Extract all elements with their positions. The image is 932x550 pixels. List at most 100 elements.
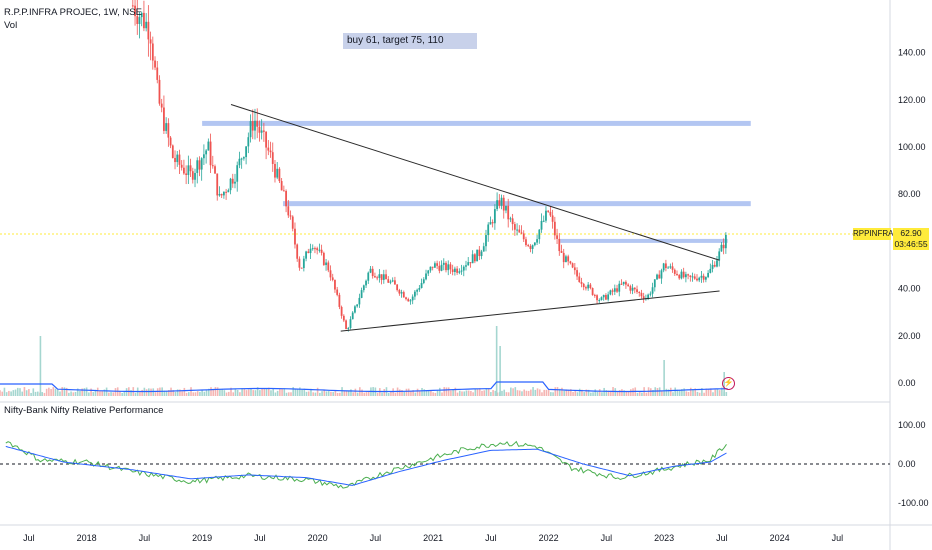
volume-bar (467, 390, 470, 396)
price-tick: 100.00 (898, 142, 926, 152)
candle-body (287, 206, 290, 216)
candle-body (489, 222, 492, 225)
volume-bar (139, 392, 141, 396)
volume-bar (16, 387, 19, 396)
candle-body (551, 215, 554, 222)
volume-bar (401, 390, 403, 396)
volume-bar (287, 392, 290, 396)
rp-series-line (5, 445, 727, 486)
candle-body (518, 229, 521, 233)
annotation-note[interactable]: buy 61, target 75, 110 (343, 33, 477, 49)
volume-bar (598, 389, 601, 396)
volume-bar (261, 388, 263, 396)
volume-bar (294, 389, 297, 396)
volume-bar (63, 387, 66, 396)
volume-bar (516, 390, 519, 396)
candle-body (414, 291, 416, 297)
volume-bar (187, 392, 190, 396)
volume-bar (512, 388, 514, 396)
candle-body (249, 121, 252, 138)
candle-body (476, 249, 479, 262)
time-tick: Jul (370, 533, 382, 543)
candle-body (300, 267, 303, 269)
candle-body (216, 173, 219, 196)
candle-body (267, 147, 270, 151)
volume-bar (319, 392, 321, 396)
candle-body (345, 320, 347, 330)
candle-body (402, 292, 405, 298)
volume-bar (239, 392, 241, 396)
volume-bar (219, 388, 221, 396)
candle-body (242, 157, 245, 159)
rp-series-line (5, 440, 727, 489)
volume-bar (534, 389, 537, 396)
time-tick: 2018 (77, 533, 97, 543)
volume-bar (605, 390, 608, 396)
volume-bar (165, 390, 168, 396)
volume-bar (199, 391, 201, 396)
volume-bar (623, 390, 625, 396)
candle-body (398, 290, 401, 294)
volume-bar (681, 389, 683, 396)
volume-bar (414, 392, 417, 396)
volume-bar (236, 390, 239, 396)
candle-body (296, 244, 299, 259)
candle-body (167, 123, 170, 138)
candle-body (427, 270, 430, 274)
rp-tick: 100.00 (898, 420, 926, 430)
candle-body (513, 224, 516, 230)
volume-bar (32, 388, 35, 396)
candle-body (351, 312, 354, 320)
volume-bar (201, 389, 203, 396)
horizontal-level (202, 120, 751, 126)
candle-body (245, 146, 248, 158)
volume-bar (445, 387, 448, 396)
candle-body (649, 293, 652, 295)
volume-bar (352, 392, 354, 396)
volume-spike (495, 326, 498, 396)
volume-bar (390, 391, 392, 396)
volume-bar (423, 389, 426, 396)
volume-bar (176, 389, 179, 396)
volume-bar (336, 392, 339, 396)
volume-bar (536, 388, 539, 396)
time-tick: 2021 (423, 533, 443, 543)
volume-bar (110, 392, 112, 396)
volume-bar (550, 392, 552, 396)
candle-body (360, 290, 363, 298)
candle-body (485, 235, 487, 247)
candle-body (720, 244, 723, 252)
rp-tick: 0.00 (898, 459, 916, 469)
candle-body (262, 130, 265, 132)
candle-body (254, 120, 256, 131)
candle-body (445, 262, 447, 271)
candle-body (669, 266, 672, 268)
volume-bar (194, 392, 197, 396)
volume-bar (434, 392, 437, 396)
candle-body (174, 157, 176, 163)
volume-bar (430, 390, 432, 396)
volume-bar (610, 390, 612, 396)
volume-bar (470, 391, 472, 396)
candle-body (440, 264, 443, 271)
volume-bar (496, 392, 499, 396)
volume-bar (121, 392, 123, 396)
candle-body (571, 263, 574, 268)
volume-bar (28, 389, 30, 396)
alert-icon[interactable]: ⚡ (722, 377, 735, 390)
candle-body (684, 274, 687, 278)
volume-bar (270, 390, 272, 396)
candle-body (171, 145, 174, 158)
candle-body (482, 246, 485, 252)
candle-body (234, 181, 236, 184)
volume-bar (192, 392, 195, 396)
candle-body (220, 194, 223, 196)
volume-bar (210, 387, 212, 396)
candle-body (540, 220, 543, 230)
volume-bar (694, 388, 697, 396)
candle-body (691, 276, 694, 278)
volume-bar (296, 389, 299, 396)
volume-bar (323, 389, 326, 396)
candle-body (362, 285, 365, 291)
